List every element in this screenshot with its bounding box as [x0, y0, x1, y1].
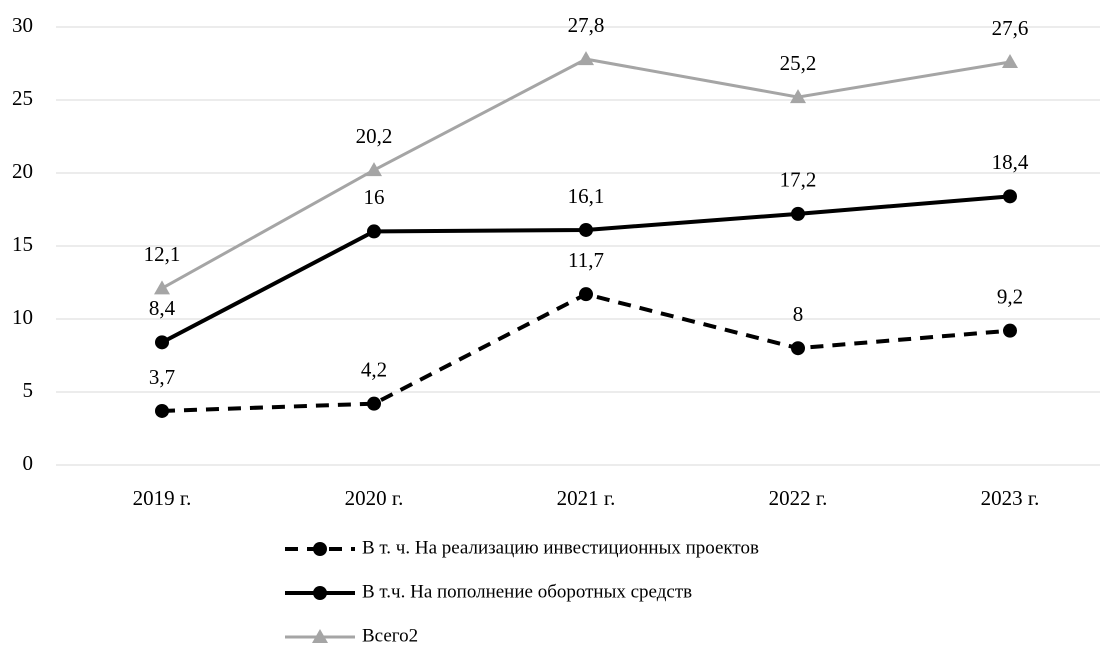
data-point — [791, 206, 805, 221]
data-label: 18,4 — [992, 150, 1029, 174]
data-point — [367, 224, 381, 239]
data-point — [578, 51, 594, 66]
legend-label: В т. ч. На реализацию инвестиционных про… — [362, 537, 759, 558]
data-label: 17,2 — [780, 168, 817, 192]
x-tick-label: 2019 г. — [133, 486, 192, 510]
y-tick-label: 30 — [12, 13, 33, 37]
data-label: 20,2 — [356, 124, 393, 148]
data-point — [579, 222, 593, 237]
data-point — [366, 162, 382, 177]
y-tick-label: 5 — [23, 378, 34, 402]
legend-marker — [313, 542, 327, 556]
data-point — [155, 403, 169, 418]
legend-label: В т.ч. На пополнение оборотных средств — [362, 581, 692, 602]
data-label: 4,2 — [361, 357, 387, 381]
data-label: 27,6 — [992, 16, 1029, 40]
legend-label: Всего2 — [362, 625, 418, 646]
x-tick-label: 2021 г. — [557, 486, 616, 510]
legend-marker — [312, 629, 328, 643]
data-point — [155, 335, 169, 350]
data-label: 16 — [364, 185, 385, 209]
y-tick-label: 15 — [12, 232, 33, 256]
data-label: 12,1 — [144, 242, 181, 266]
x-tick-label: 2020 г. — [345, 486, 404, 510]
data-label: 8 — [793, 302, 804, 326]
data-point — [1003, 189, 1017, 204]
data-point — [790, 89, 806, 104]
y-tick-label: 0 — [23, 451, 34, 475]
data-label: 25,2 — [780, 51, 817, 75]
y-tick-label: 25 — [12, 86, 33, 110]
data-point — [791, 341, 805, 356]
data-label: 9,2 — [997, 284, 1023, 308]
data-point — [367, 396, 381, 411]
data-label: 11,7 — [568, 248, 604, 272]
y-tick-label: 10 — [12, 305, 33, 329]
data-point — [579, 287, 593, 302]
x-tick-label: 2023 г. — [981, 486, 1040, 510]
data-point — [154, 280, 170, 295]
data-label: 16,1 — [568, 184, 605, 208]
data-point — [1003, 323, 1017, 338]
series-line — [161, 292, 1011, 413]
data-label: 27,8 — [568, 13, 605, 37]
data-label: 3,7 — [149, 365, 175, 389]
legend-marker — [313, 586, 327, 600]
x-tick-label: 2022 г. — [769, 486, 828, 510]
data-label: 8,4 — [149, 296, 176, 320]
y-tick-label: 20 — [12, 159, 33, 183]
data-point — [1002, 54, 1018, 69]
